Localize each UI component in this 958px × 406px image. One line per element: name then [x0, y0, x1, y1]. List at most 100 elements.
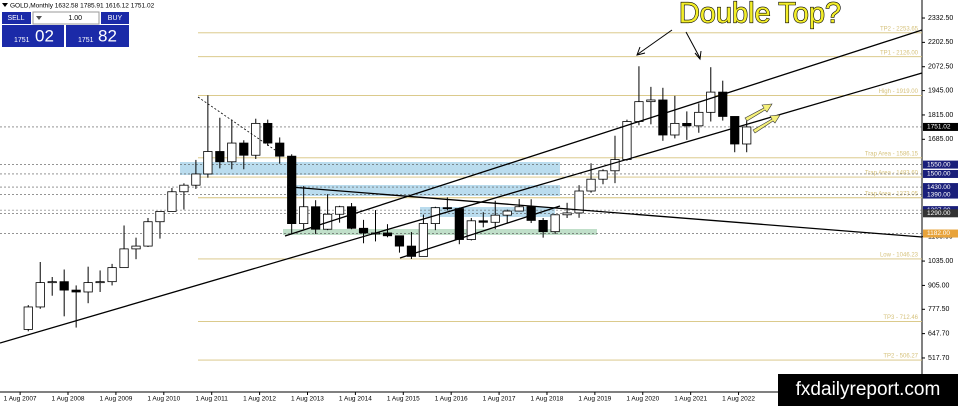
candle-body	[574, 190, 584, 214]
x-tick-label: 1 Aug 2020	[626, 396, 659, 403]
x-tick-label: 1 Aug 2018	[531, 396, 564, 403]
y-tick-label: 2072.50	[928, 64, 953, 71]
candle-body	[35, 282, 45, 308]
candle-body	[682, 122, 692, 127]
candle-body	[586, 178, 596, 192]
candle-body	[251, 122, 261, 156]
level-label: TP1 - 2126.00	[880, 50, 919, 56]
y-tick-label: 1685.00	[928, 136, 953, 143]
y-tick-label: 2202.50	[928, 39, 953, 46]
level-label: High - 1919.00	[879, 89, 919, 95]
trade-panel: SELL 1.00 BUY 1751 02 1751 82	[2, 11, 129, 47]
marker-box	[923, 190, 958, 199]
y-tick-label: 1815.00	[928, 112, 953, 119]
x-tick-label: 1 Aug 2010	[147, 396, 180, 403]
x-tick-label: 1 Aug 2015	[387, 396, 420, 403]
candle-body	[406, 245, 417, 257]
x-tick-label: 1 Aug 2008	[52, 396, 85, 403]
ask-small: 82	[98, 26, 117, 45]
levels: TP2 - 2253.65 TP1 - 2126.00 High - 1919.00…	[0, 26, 922, 361]
marker-label: 1290.00	[927, 210, 951, 217]
buy-button[interactable]	[101, 12, 129, 24]
arrow	[685, 31, 701, 59]
candle-body	[646, 99, 656, 103]
y-tick-label: 517.70	[928, 355, 950, 362]
candle-body	[334, 206, 345, 215]
zone	[283, 229, 597, 235]
candle-body	[418, 223, 428, 257]
watermark-box	[778, 374, 958, 406]
x-tick-label: 1 Aug 2013	[291, 396, 324, 403]
level-label: TP2 - 506.27	[883, 354, 918, 360]
level-label: Trap Area - 1586.15	[865, 151, 919, 157]
sell-button[interactable]	[2, 12, 31, 24]
candle-body	[311, 206, 321, 230]
x-tick-label: 1 Aug 2022	[722, 396, 755, 403]
candle-body	[358, 227, 369, 234]
bid-box[interactable]	[2, 25, 64, 47]
candle-body	[95, 281, 105, 284]
candle-body	[478, 220, 488, 223]
trendline	[284, 29, 923, 237]
candle-body	[442, 207, 452, 210]
x-tick-label: 1 Aug 2014	[339, 396, 372, 403]
candle-body	[394, 235, 405, 247]
lot-field[interactable]	[32, 11, 100, 25]
marker-box	[923, 122, 958, 131]
marker-box	[923, 209, 958, 218]
marker-label: 1390.00	[927, 191, 951, 198]
x-tick-label: 1 Aug 2019	[578, 396, 611, 403]
zones	[180, 162, 597, 235]
candle-body	[598, 170, 608, 180]
candle-body	[275, 142, 285, 157]
candle-body	[287, 155, 297, 225]
candle-body	[466, 220, 476, 240]
ask-box[interactable]	[66, 25, 129, 47]
candle-body	[227, 142, 237, 163]
x-tick-label: 1 Aug 2007	[4, 396, 37, 403]
candle-body	[263, 122, 273, 144]
candle-body	[59, 281, 69, 291]
marker-label: 1500.00	[927, 171, 951, 178]
candle-body	[730, 116, 740, 145]
marker-label: 1751.02	[927, 124, 951, 131]
candle-body	[131, 245, 141, 250]
zone	[287, 185, 560, 196]
candle-body	[622, 121, 632, 160]
candle-body	[670, 122, 680, 136]
lot-arrow	[36, 16, 42, 20]
trendlines	[0, 29, 923, 344]
candle-body	[658, 99, 668, 136]
candle-body	[526, 206, 536, 221]
axes: 2332.50 2202.50 2072.50 1945.00 1815.00 1685.…	[4, 15, 958, 403]
level-label: TP3 - 712.46	[883, 315, 918, 321]
yellow-arrows	[744, 103, 781, 134]
candle-body	[550, 214, 560, 233]
level-label: Trap Area - 1483.60	[865, 171, 919, 177]
level-label: TP2 - 2253.65	[880, 26, 919, 32]
y-tick-label: 905.00	[928, 282, 950, 289]
candle-body	[107, 267, 117, 283]
trendline	[399, 205, 561, 259]
candle-body	[167, 191, 177, 212]
y-tick-label: 647.70	[928, 330, 950, 337]
annotation: Double Top?	[679, 0, 841, 30]
x-tick-label: 1 Aug 2017	[483, 396, 516, 403]
candle-body	[71, 289, 81, 293]
candle-body	[538, 220, 548, 233]
candle-body	[23, 306, 33, 330]
marker-label: 1550.00	[927, 161, 951, 168]
candle-body	[239, 142, 249, 156]
x-tick-label: 1 Aug 2012	[243, 396, 276, 403]
candle-body	[143, 221, 153, 247]
arrow	[637, 29, 673, 55]
arrow-head	[636, 46, 646, 56]
candle-body	[490, 214, 500, 223]
candle-body	[742, 126, 752, 145]
candle-body	[299, 206, 309, 225]
candle-body	[610, 159, 620, 172]
marker-box	[923, 183, 958, 192]
bid-big: 1751	[14, 37, 30, 44]
candle-body	[718, 91, 728, 117]
zone	[180, 162, 560, 175]
